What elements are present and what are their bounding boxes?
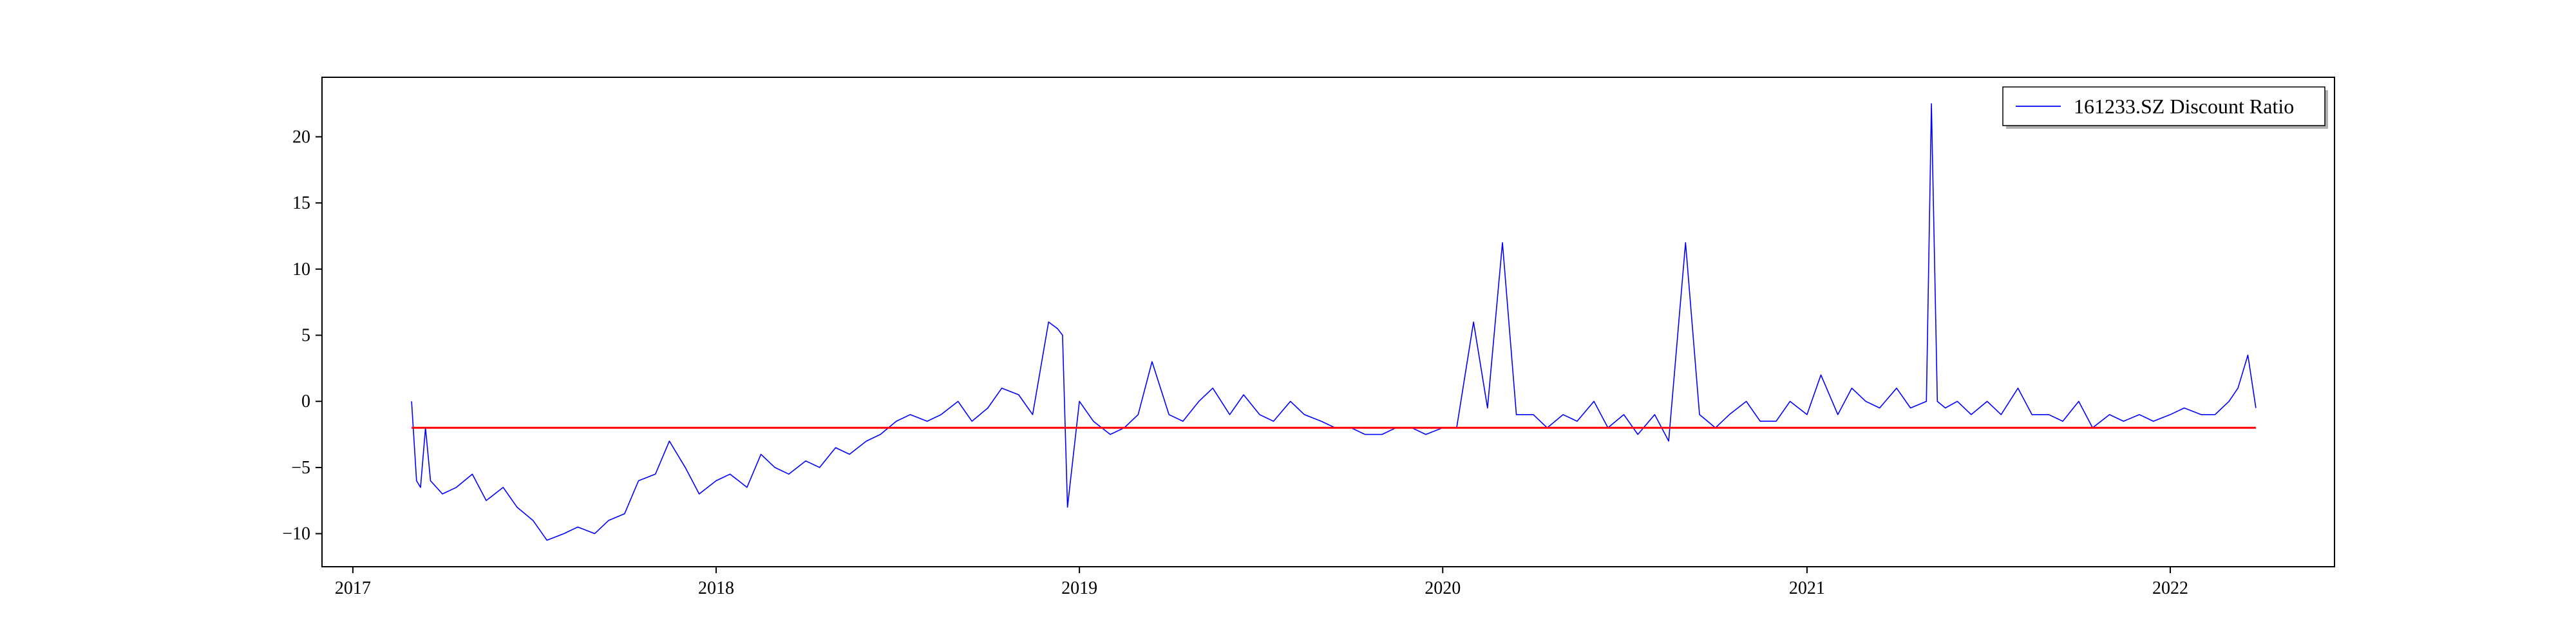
- x-tick-label: 2021: [1789, 578, 1825, 598]
- x-tick-label: 2017: [335, 578, 371, 598]
- y-tick-label: −10: [282, 524, 310, 544]
- x-tick-label: 2020: [1425, 578, 1461, 598]
- plot-marks: [411, 103, 2257, 541]
- y-tick-label: 10: [292, 260, 310, 279]
- y-tick-label: −5: [291, 458, 310, 478]
- x-tick-label: 2018: [698, 578, 734, 598]
- y-tick-label: 5: [301, 326, 310, 346]
- x-axis: 2017 2018 2019 2020 2021 2022: [335, 567, 2188, 598]
- x-tick-label: 2019: [1061, 578, 1097, 598]
- legend-label: 161233.SZ Discount Ratio: [2074, 95, 2294, 118]
- y-tick-label: 0: [301, 392, 310, 412]
- plot-frame: [321, 77, 2335, 567]
- legend: 161233.SZ Discount Ratio: [2002, 86, 2328, 129]
- y-tick-label: 20: [292, 127, 310, 147]
- y-tick-label: 15: [292, 193, 310, 213]
- y-axis: −10 −5 0 5 10 15 20: [282, 127, 322, 544]
- series-line-discount-ratio: [411, 103, 2257, 541]
- x-tick-label: 2022: [2152, 578, 2188, 598]
